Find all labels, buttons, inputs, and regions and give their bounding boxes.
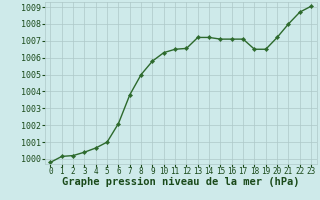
- X-axis label: Graphe pression niveau de la mer (hPa): Graphe pression niveau de la mer (hPa): [62, 177, 300, 187]
